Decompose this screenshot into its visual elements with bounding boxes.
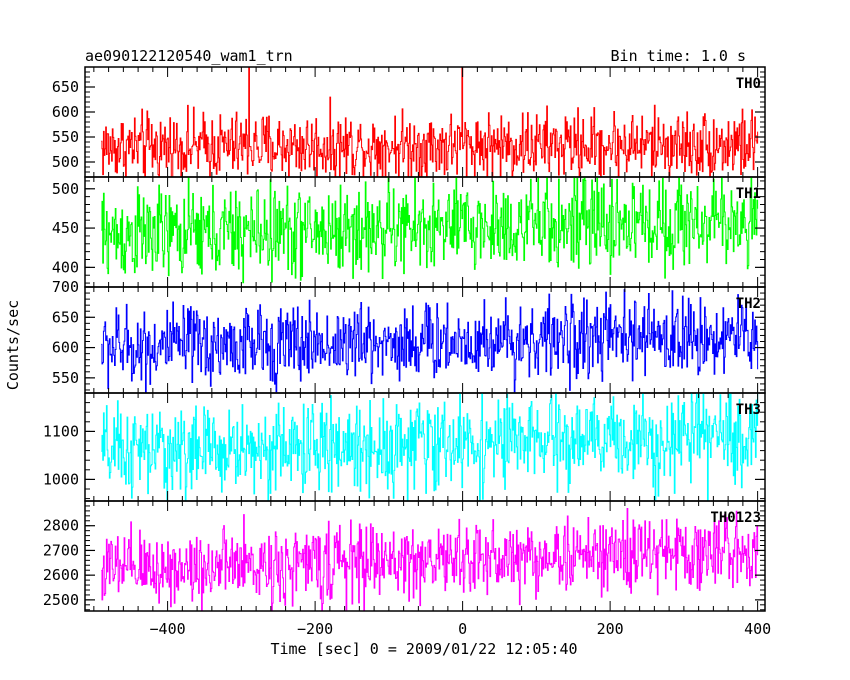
bin-time-label: Bin time: 1.0 s bbox=[611, 47, 746, 65]
x-axis-tick-labels: −400 −200 0 200 400 bbox=[150, 620, 772, 638]
y-axis-title: Counts/sec bbox=[4, 300, 22, 390]
panel-th0123: 2500 2600 2700 2800 TH0123 bbox=[43, 500, 766, 612]
x-tick-label: 400 bbox=[744, 620, 771, 638]
x-tick-label: −400 bbox=[150, 620, 186, 638]
y-tick-label: 2500 bbox=[43, 591, 79, 609]
y-tick-label: 450 bbox=[52, 219, 79, 237]
panel-th3: 1000 1100 TH3 bbox=[43, 392, 766, 502]
series-th0 bbox=[101, 67, 759, 177]
series-th0123 bbox=[101, 507, 759, 611]
x-axis-title: Time [sec] 0 = 2009/01/22 12:05:40 bbox=[270, 640, 577, 658]
series-th3 bbox=[101, 393, 759, 501]
panel-th0: 500 550 600 650 TH0 bbox=[52, 66, 766, 178]
x-tick-label: −200 bbox=[297, 620, 333, 638]
y-tick-label: 600 bbox=[52, 339, 79, 357]
plot-title: ae090122120540_wam1_trn bbox=[85, 47, 293, 65]
y-tick-label: 600 bbox=[52, 103, 79, 121]
panel-frame bbox=[84, 500, 766, 612]
panel-label-th0: TH0 bbox=[736, 76, 761, 92]
x-tick-label: 0 bbox=[458, 620, 467, 638]
panels-group: 500 550 600 650 TH0 400 450 500 TH1 550 600 650 700 T… bbox=[43, 66, 766, 612]
y-tick-label: 550 bbox=[52, 369, 79, 387]
y-tick-label: 500 bbox=[52, 180, 79, 198]
panel-label-th2: TH2 bbox=[736, 296, 761, 312]
y-tick-label: 1000 bbox=[43, 470, 79, 488]
y-tick-label: 2700 bbox=[43, 541, 79, 559]
panel-label-th0123: TH0123 bbox=[710, 510, 761, 526]
y-tick-label: 2800 bbox=[43, 517, 79, 535]
y-tick-label: 700 bbox=[52, 278, 79, 296]
panel-th2: 550 600 650 700 TH2 bbox=[52, 278, 766, 394]
panel-label-th3: TH3 bbox=[736, 402, 761, 418]
y-tick-label: 2600 bbox=[43, 566, 79, 584]
y-tick-label: 1100 bbox=[43, 422, 79, 440]
y-tick-label: 650 bbox=[52, 308, 79, 326]
series-th1 bbox=[101, 177, 759, 284]
panel-th1: 400 450 500 TH1 bbox=[52, 176, 766, 288]
panel-label-th1: TH1 bbox=[736, 186, 761, 202]
series-th2 bbox=[101, 289, 759, 393]
y-tick-label: 650 bbox=[52, 78, 79, 96]
y-tick-label: 500 bbox=[52, 153, 79, 171]
y-tick-label: 400 bbox=[52, 258, 79, 276]
y-tick-label: 550 bbox=[52, 128, 79, 146]
x-tick-label: 200 bbox=[597, 620, 624, 638]
